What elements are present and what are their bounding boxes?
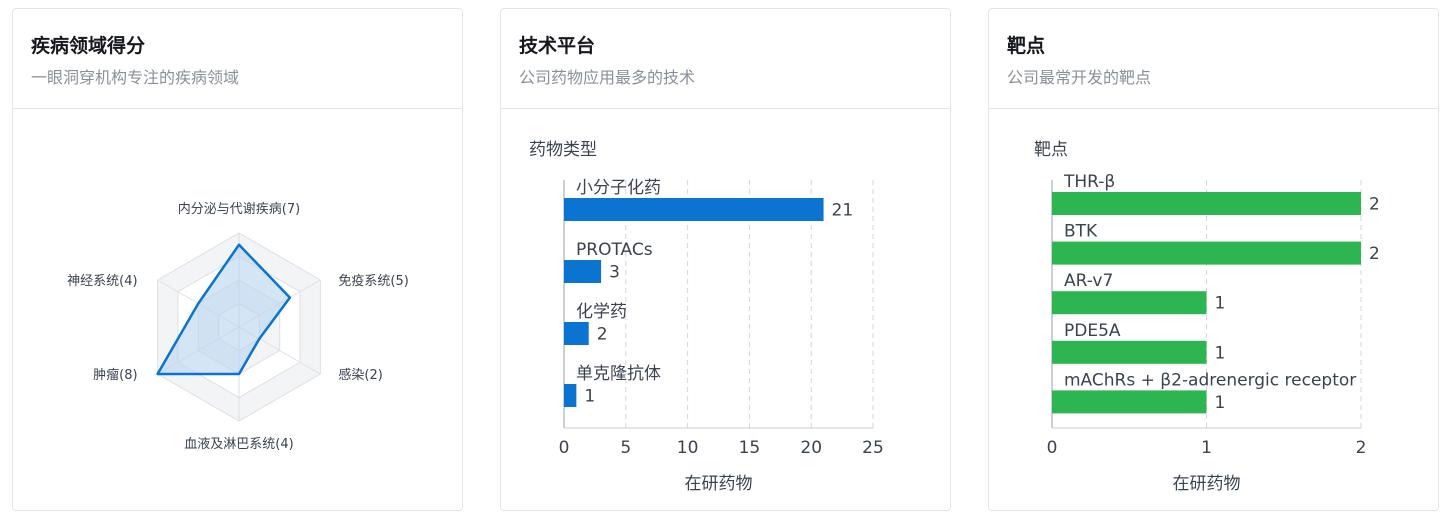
x-tick-label: 20 [800, 438, 822, 458]
x-tick-label: 15 [739, 438, 761, 458]
category-label: BTK [1064, 222, 1098, 242]
bar-value-label: 1 [1215, 343, 1226, 363]
x-axis-title: 在研药物 [1173, 474, 1241, 494]
bar-value-label: 1 [584, 387, 595, 407]
radar-label: 免疫系统(5) [338, 273, 408, 289]
radar-label: 感染(2) [338, 367, 382, 383]
bar [1052, 340, 1207, 364]
card-subtitle: 公司最常开发的靶点 [1007, 68, 1152, 87]
bar [564, 260, 602, 283]
radar-data-area [156, 243, 292, 376]
category-label: 化学药 [576, 302, 627, 322]
radar-chart-area: 内分泌与代谢疾病(7) 免疫系统(5) 感染(2) 血液及淋巴系统(4) 肿瘤(8) 神经… [13, 109, 462, 511]
chart-title: 靶点 [1034, 140, 1068, 160]
card-title: 技术平台 [519, 35, 596, 57]
tech-platform-card: 技术平台 公司药物应用最多的技术 药物类型 0 5 10 15 20 25 在研药物 小分子化药… [500, 8, 951, 511]
category-label: THR-β [1063, 172, 1115, 192]
tech-chart-area: 药物类型 0 5 10 15 20 25 在研药物 小分子化药 21 PROTACs 3 化学药 2 单克隆… [501, 109, 950, 511]
x-tick-label: 0 [1047, 438, 1058, 458]
x-tick-label: 5 [620, 438, 631, 458]
radar-label: 血液及淋巴系统(4) [184, 437, 293, 452]
target-bar-chart: 靶点 0 1 2 在研药物 THR-β 2 BTK 2 AR-v7 1 PDE5A 1 mAChRs + … [1034, 140, 1380, 494]
category-label: 小分子化药 [576, 178, 661, 198]
radar-chart: 内分泌与代谢疾病(7) 免疫系统(5) 感染(2) 血液及淋巴系统(4) 肿瘤(8) 神经… [67, 201, 409, 452]
radar-label: 肿瘤(8) [93, 367, 137, 383]
drug-type-bar-chart: 药物类型 0 5 10 15 20 25 在研药物 小分子化药 21 PROTACs 3 化学药 2 单克隆… [529, 140, 884, 494]
bar-value-label: 2 [597, 325, 608, 345]
target-chart-area: 靶点 0 1 2 在研药物 THR-β 2 BTK 2 AR-v7 1 PDE5A 1 mAChRs + … [989, 109, 1438, 511]
card-subtitle: 公司药物应用最多的技术 [519, 68, 696, 87]
bar-value-label: 21 [832, 201, 854, 221]
bar [564, 198, 824, 221]
card-subtitle: 一眼洞穿机构专注的疾病领域 [31, 68, 240, 87]
category-label: 单克隆抗体 [576, 364, 661, 384]
category-label: AR-v7 [1064, 271, 1113, 291]
category-label: mAChRs + β2-adrenergic receptor [1064, 370, 1356, 390]
x-tick-label: 10 [677, 438, 699, 458]
bar [1052, 390, 1207, 414]
x-tick-label: 25 [862, 438, 884, 458]
x-axis-title: 在研药物 [685, 474, 753, 494]
card-title: 疾病领域得分 [31, 35, 146, 57]
radar-label: 神经系统(4) [67, 274, 137, 289]
x-tick-label: 0 [559, 438, 570, 458]
bar-value-label: 3 [609, 263, 620, 283]
bar [1052, 291, 1207, 315]
chart-title: 药物类型 [529, 140, 597, 160]
bar [564, 322, 589, 345]
disease-area-card: 疾病领域得分 一眼洞穿机构专注的疾病领域 内分泌与代谢疾病(7) 免疫系统(5) 感… [12, 8, 463, 511]
bar [1052, 241, 1361, 265]
x-tick-label: 1 [1201, 438, 1212, 458]
target-card: 靶点 公司最常开发的靶点 靶点 0 1 2 在研药物 THR-β 2 BTK 2 AR-v7 1 PD… [988, 8, 1439, 511]
card-title: 靶点 [1007, 35, 1046, 57]
bar-value-label: 2 [1369, 195, 1380, 215]
x-tick-label: 2 [1356, 438, 1367, 458]
bar-value-label: 2 [1369, 244, 1380, 264]
category-label: PROTACs [576, 240, 653, 260]
card-header: 疾病领域得分 一眼洞穿机构专注的疾病领域 [13, 9, 462, 109]
bar-value-label: 1 [1215, 294, 1226, 314]
category-label: PDE5A [1064, 321, 1121, 341]
card-header: 靶点 公司最常开发的靶点 [989, 9, 1438, 109]
bar-value-label: 1 [1215, 393, 1226, 413]
bar [1052, 192, 1361, 215]
card-header: 技术平台 公司药物应用最多的技术 [501, 9, 950, 109]
bar [564, 384, 577, 407]
radar-label: 内分泌与代谢疾病(7) [178, 201, 300, 217]
